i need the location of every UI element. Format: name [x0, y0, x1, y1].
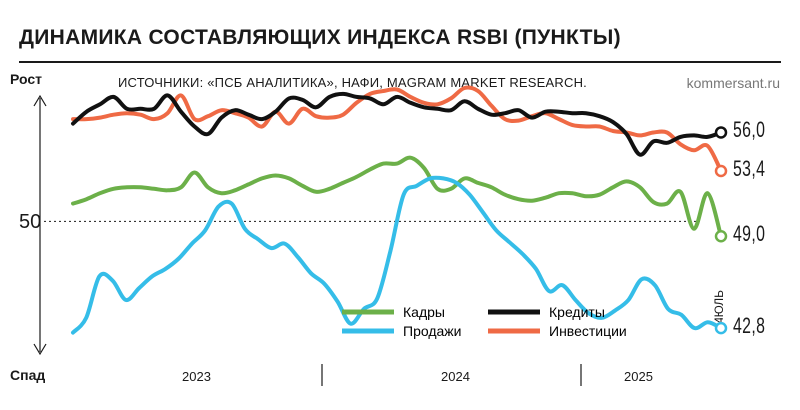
- legend-label-kadry: Кадры: [403, 304, 445, 320]
- end-point-kadry: [714, 229, 728, 243]
- end-point-prodazhi: [714, 321, 728, 335]
- series-line-kredity: [71, 91, 723, 157]
- end-label-kredity: 56,0: [733, 117, 766, 143]
- end-label-prodazhi: 42,8: [733, 313, 766, 339]
- series-line-prodazhi: [71, 175, 723, 335]
- series-layer: [71, 85, 728, 335]
- end-label-investicii: 53,4: [733, 156, 766, 181]
- series-line-kadry: [71, 155, 723, 239]
- end-point-kredity: [714, 126, 728, 139]
- year-label-2025: 2025: [624, 369, 653, 384]
- legend: Кадры Продажи Кредиты Инвестиции: [342, 304, 627, 339]
- end-point-investicii: [714, 164, 728, 178]
- axes-group: [33, 94, 722, 386]
- year-label-2023: 2023: [182, 369, 211, 384]
- chart-title: ДИНАМИКА СОСТАВЛЯЮЩИХ ИНДЕКСА RSBI (ПУНК…: [19, 26, 621, 49]
- down-arrow-icon: [33, 343, 47, 356]
- axis-top-label: Рост: [10, 71, 42, 87]
- legend-label-kredity: Кредиты: [549, 304, 605, 320]
- legend-label-prodazhi: Продажи: [403, 323, 461, 339]
- series-line-investicii: [71, 85, 723, 173]
- end-label-kadry: 49,0: [733, 221, 766, 247]
- up-arrow-icon: [33, 94, 47, 107]
- year-label-2024: 2024: [441, 369, 470, 384]
- axis-bottom-label: Спад: [10, 367, 46, 383]
- reference-line-label: 50: [19, 211, 42, 233]
- legend-label-investicii: Инвестиции: [549, 323, 627, 339]
- brand-label: kommersant.ru: [686, 75, 780, 91]
- title-rule: [19, 61, 781, 63]
